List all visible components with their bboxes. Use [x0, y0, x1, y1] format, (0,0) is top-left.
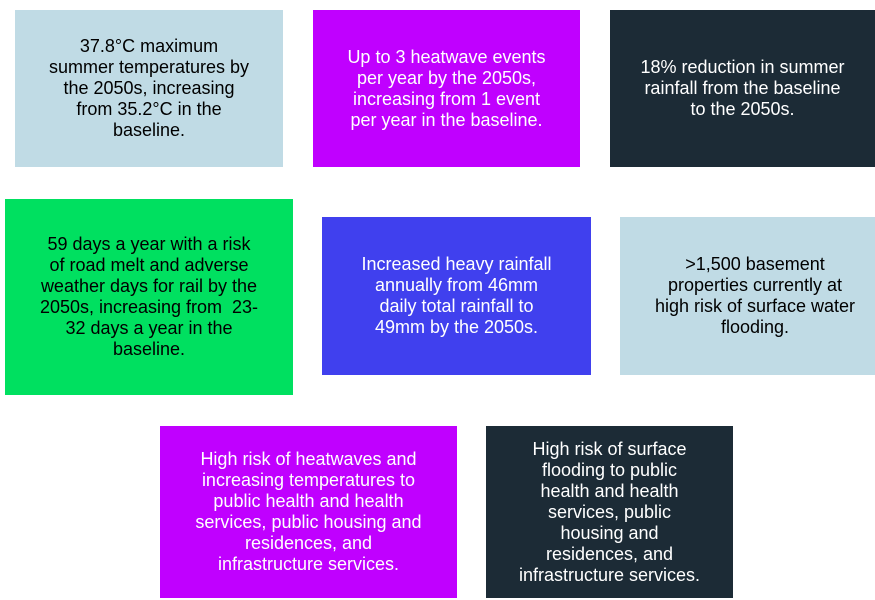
box-text-line: from 35.2°C in the: [76, 99, 222, 119]
box-text-line: services, public housing and: [195, 512, 422, 532]
box-text-line: residences, and: [545, 543, 674, 564]
box-text-line: Increased heavy rainfall: [361, 254, 552, 274]
box-text-line: weather days for rail by the: [40, 276, 258, 296]
box-text-line: High risk of heatwaves and: [200, 449, 417, 469]
box-text-line: increasing temperatures to: [201, 470, 416, 490]
box-text-line: daily total rainfall to: [379, 296, 534, 316]
box-text-line: 2050s, increasing from 23-: [39, 297, 259, 317]
box-text-line: 32 days a year in the: [65, 318, 233, 338]
box-text-line: properties currently at: [667, 275, 843, 295]
box-text-line: 37.8°C maximum: [79, 36, 219, 56]
box-text-line: residences, and: [244, 533, 373, 553]
box-text-line: flooding.: [720, 317, 790, 337]
box-text-line: infrastructure services.: [217, 554, 400, 574]
info-box: Up to 3 heatwave events per year by the 2…: [313, 10, 580, 167]
box-text-line: the 2050s, increasing: [63, 78, 235, 98]
box-text-line: per year in the baseline.: [350, 109, 543, 130]
box-text-line: high risk of surface water: [654, 296, 856, 316]
box-text-line: 59 days a year with a risk: [47, 234, 251, 254]
info-box: Increased heavy rainfall annually from 46…: [322, 217, 591, 375]
info-box: 18% reduction in summer rainfall from the…: [610, 10, 875, 167]
box-text-line: services, public: [547, 501, 672, 522]
box-text-line: of road melt and adverse: [49, 255, 249, 275]
box-text-line: summer temperatures by: [48, 57, 250, 77]
info-box: 37.8°C maximum summer temperatures by the …: [15, 10, 283, 167]
box-text-line: baseline.: [112, 120, 186, 140]
info-box: 59 days a year with a risk of road melt a…: [5, 199, 293, 395]
box-text-line: health and health: [540, 480, 679, 501]
box-text-line: baseline.: [112, 339, 186, 359]
box-text-line: public health and health: [213, 491, 404, 511]
info-box: High risk of heatwaves and increasing tem…: [160, 426, 457, 598]
box-text-line: increasing from 1 event: [352, 88, 541, 109]
info-box: High risk of surface flooding to public he…: [486, 426, 733, 598]
box-text-line: infrastructure services.: [518, 564, 701, 585]
box-text-line: per year by the 2050s,: [356, 67, 537, 88]
box-text-line: >1,500 basement: [685, 254, 825, 274]
box-text-line: housing and: [560, 522, 659, 543]
box-text-line: Up to 3 heatwave events: [347, 46, 546, 67]
info-box: >1,500 basement properties currently at hi…: [620, 217, 875, 375]
box-text-line: annually from 46mm: [374, 275, 539, 295]
box-text-line: to the 2050s.: [690, 99, 795, 119]
box-text-line: High risk of surface: [532, 438, 687, 459]
box-text-line: 18% reduction in summer: [640, 57, 845, 77]
box-text-line: rainfall from the baseline: [644, 78, 841, 98]
box-text-line: 49mm by the 2050s.: [374, 317, 539, 337]
box-text-line: flooding to public: [541, 459, 678, 480]
